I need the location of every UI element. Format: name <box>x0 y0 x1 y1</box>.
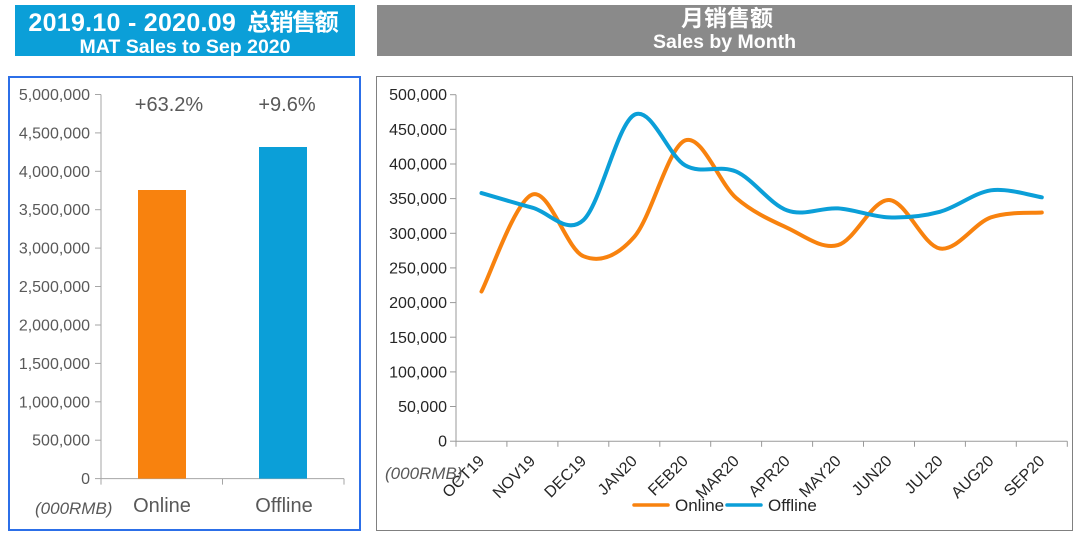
svg-text:Online: Online <box>133 495 191 517</box>
svg-text:APR20: APR20 <box>746 453 794 501</box>
svg-text:0: 0 <box>438 434 447 451</box>
svg-text:3,500,000: 3,500,000 <box>19 202 90 219</box>
svg-text:1,500,000: 1,500,000 <box>19 356 90 373</box>
svg-text:100,000: 100,000 <box>389 364 447 381</box>
svg-text:350,000: 350,000 <box>389 191 447 208</box>
svg-text:JUN20: JUN20 <box>849 453 896 500</box>
svg-text:JAN20: JAN20 <box>595 453 641 499</box>
svg-text:2,000,000: 2,000,000 <box>19 318 90 335</box>
svg-text:AUG20: AUG20 <box>948 453 997 502</box>
svg-text:4,000,000: 4,000,000 <box>19 164 90 181</box>
svg-text:DEC19: DEC19 <box>542 453 591 502</box>
svg-text:2,500,000: 2,500,000 <box>19 279 90 296</box>
svg-text:NOV19: NOV19 <box>490 453 539 502</box>
svg-text:Offline: Offline <box>255 495 312 517</box>
svg-text:450,000: 450,000 <box>389 122 447 139</box>
svg-text:200,000: 200,000 <box>389 295 447 312</box>
svg-text:MAY20: MAY20 <box>796 453 844 501</box>
svg-text:(000RMB): (000RMB) <box>35 499 112 518</box>
svg-text:400,000: 400,000 <box>389 157 447 174</box>
svg-text:+9.6%: +9.6% <box>258 94 315 116</box>
svg-text:150,000: 150,000 <box>389 330 447 347</box>
svg-text:300,000: 300,000 <box>389 226 447 243</box>
svg-text:FEB20: FEB20 <box>645 453 692 500</box>
svg-text:0: 0 <box>81 471 90 488</box>
svg-text:Online: Online <box>675 496 724 515</box>
svg-text:(000RMB): (000RMB) <box>385 464 462 483</box>
svg-text:1,000,000: 1,000,000 <box>19 394 90 411</box>
svg-text:Offline: Offline <box>768 496 817 515</box>
svg-text:JUL20: JUL20 <box>902 453 947 498</box>
svg-text:500,000: 500,000 <box>389 87 447 104</box>
svg-text:250,000: 250,000 <box>389 260 447 277</box>
svg-text:4,500,000: 4,500,000 <box>19 125 90 142</box>
svg-text:+63.2%: +63.2% <box>135 94 204 116</box>
svg-text:3,000,000: 3,000,000 <box>19 241 90 258</box>
svg-text:5,000,000: 5,000,000 <box>19 87 90 104</box>
svg-text:500,000: 500,000 <box>32 433 90 450</box>
svg-text:SEP20: SEP20 <box>1001 453 1048 500</box>
svg-text:50,000: 50,000 <box>398 399 447 416</box>
